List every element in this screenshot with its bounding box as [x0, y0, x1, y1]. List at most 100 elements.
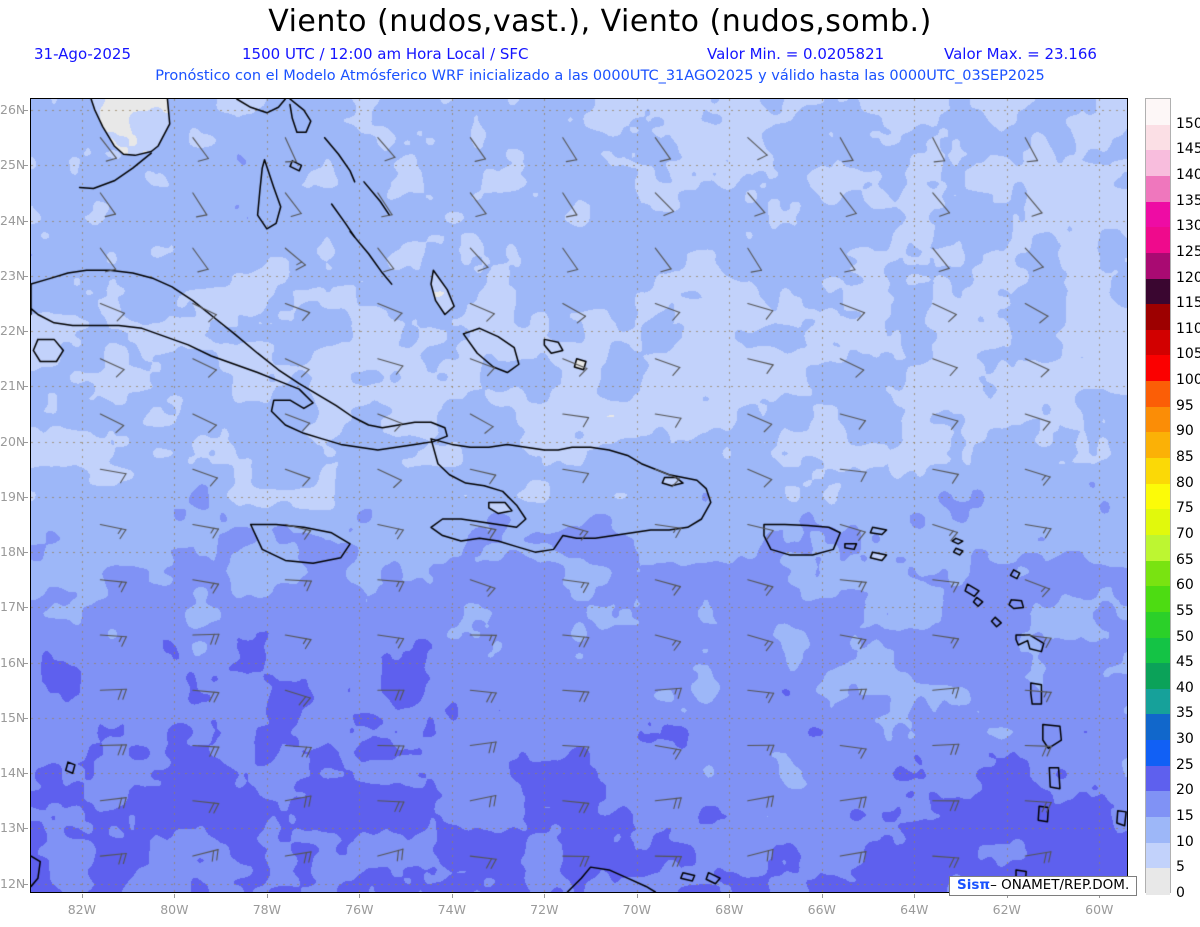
lon-tick-label: 78W — [252, 902, 281, 917]
lat-tick-label: 22N — [0, 323, 26, 339]
colorbar-segment — [1146, 201, 1170, 228]
colorbar-tick-label: 145 — [1176, 141, 1200, 158]
lat-tick-label: 19N — [0, 488, 26, 504]
sispi-brand: Sisπ — [957, 877, 991, 893]
colorbar-segment — [1146, 688, 1170, 716]
colorbar-segment — [1146, 663, 1170, 690]
lat-tick-label: 18N — [0, 544, 26, 560]
colorbar-tick-label: 60 — [1176, 577, 1194, 594]
lon-tick-label: 72W — [530, 902, 559, 917]
lat-tick-mark — [24, 275, 28, 277]
colorbar-segment — [1146, 278, 1170, 305]
colorbar-tick-label: 130 — [1176, 218, 1200, 235]
colorbar-tick-label: 40 — [1176, 679, 1194, 696]
colorbar-tick-label: 85 — [1176, 449, 1194, 466]
lat-tick-mark — [24, 165, 28, 167]
colorbar-segment — [1146, 227, 1170, 254]
colorbar-segment — [1146, 868, 1170, 895]
colorbar-tick-label: 80 — [1176, 474, 1194, 491]
colorbar-tick-label: 35 — [1176, 705, 1194, 722]
lat-tick-label: 16N — [0, 654, 26, 670]
lon-tick-label: 70W — [622, 902, 651, 917]
lat-tick-mark — [24, 552, 28, 554]
colorbar-segment — [1146, 637, 1170, 664]
colorbar-tick-label: 135 — [1176, 192, 1200, 209]
lat-tick-label: 17N — [0, 599, 26, 615]
colorbar-tick-label: 95 — [1176, 397, 1194, 414]
colorbar-segment — [1146, 99, 1170, 126]
colorbar-tick-label: 0 — [1176, 885, 1185, 901]
lat-tick-mark — [24, 441, 28, 443]
colorbar-tick-label: 110 — [1176, 320, 1200, 337]
colorbar-segment — [1146, 458, 1170, 485]
colorbar-tick-label: 90 — [1176, 423, 1194, 440]
lon-tick-label: 82W — [67, 902, 96, 917]
colorbar-tick-label: 125 — [1176, 243, 1200, 260]
wind-shading-canvas — [31, 99, 1127, 892]
lat-tick-mark — [24, 662, 28, 664]
lat-tick-label: 25N — [0, 157, 26, 173]
value-max: Valor Max. = 23.166 — [944, 45, 1097, 63]
colorbar-segment — [1146, 586, 1170, 613]
colorbar-segment — [1146, 483, 1170, 510]
colorbar-segment — [1146, 534, 1170, 562]
lat-tick-mark — [24, 607, 28, 609]
colorbar-tick-label: 50 — [1176, 628, 1194, 645]
map-plot-area[interactable] — [30, 98, 1128, 893]
colorbar-segment — [1146, 714, 1170, 741]
forecast-date: 31-Ago-2025 — [34, 45, 131, 63]
lon-tick-label: 66W — [807, 902, 836, 917]
forecast-time: 1500 UTC / 12:00 am Hora Local / SFC — [242, 45, 529, 63]
header: Viento (nudos,vast.), Viento (nudos,somb… — [0, 0, 1200, 95]
lat-tick-label: 23N — [0, 267, 26, 283]
colorbar-segment — [1146, 355, 1170, 382]
provider-name: – ONAMET/REP.DOM. — [990, 877, 1130, 893]
colorbar-segment — [1146, 406, 1170, 433]
colorbar-tick-label: 55 — [1176, 602, 1194, 619]
colorbar-segment — [1146, 842, 1170, 869]
lat-tick-mark — [24, 331, 28, 333]
colorbar-tick-label: 10 — [1176, 833, 1194, 850]
lon-tick-label: 62W — [992, 902, 1021, 917]
colorbar-tick-label: 105 — [1176, 346, 1200, 363]
lat-tick-mark — [24, 828, 28, 830]
colorbar-segment — [1146, 611, 1170, 639]
lon-tick-label: 80W — [160, 902, 189, 917]
lon-tick-mark — [1099, 894, 1101, 898]
colorbar-segment — [1146, 381, 1170, 408]
colorbar-segment — [1146, 817, 1170, 844]
colorbar-tick-label: 115 — [1176, 295, 1200, 312]
colorbar[interactable] — [1145, 98, 1171, 895]
lat-tick-mark — [24, 883, 28, 885]
colorbar-tick-label: 45 — [1176, 654, 1194, 671]
colorbar-segment — [1146, 252, 1170, 280]
value-min: Valor Min. = 0.0205821 — [707, 45, 885, 63]
colorbar-tick-label: 140 — [1176, 166, 1200, 183]
lon-tick-mark — [636, 894, 638, 898]
colorbar-tick-label: 65 — [1176, 551, 1194, 568]
lon-tick-mark — [451, 894, 453, 898]
colorbar-tick-label: 70 — [1176, 525, 1194, 542]
lat-tick-label: 20N — [0, 433, 26, 449]
lon-tick-label: 64W — [900, 902, 929, 917]
lon-tick-mark — [266, 894, 268, 898]
lat-tick-label: 13N — [0, 820, 26, 836]
model-footnote-text: Pronóstico con el Modelo Atmósferico WRF… — [155, 68, 1045, 84]
colorbar-segment — [1146, 124, 1170, 151]
colorbar-tick-label: 100 — [1176, 372, 1200, 389]
lat-tick-label: 14N — [0, 765, 26, 781]
lon-tick-mark — [914, 894, 916, 898]
colorbar-segment — [1146, 560, 1170, 587]
lat-tick-mark — [24, 773, 28, 775]
colorbar-tick-label: 15 — [1176, 808, 1194, 825]
lat-tick-mark — [24, 717, 28, 719]
lat-tick-label: 21N — [0, 378, 26, 394]
colorbar-segment — [1146, 175, 1170, 203]
lat-tick-label: 15N — [0, 709, 26, 725]
colorbar-tick-label: 30 — [1176, 731, 1194, 748]
colorbar-segment — [1146, 329, 1170, 357]
colorbar-segment — [1146, 509, 1170, 536]
lat-tick-mark — [24, 220, 28, 222]
header-subrow: 31-Ago-2025 1500 UTC / 12:00 am Hora Loc… — [0, 45, 1200, 65]
colorbar-segment — [1146, 765, 1170, 792]
